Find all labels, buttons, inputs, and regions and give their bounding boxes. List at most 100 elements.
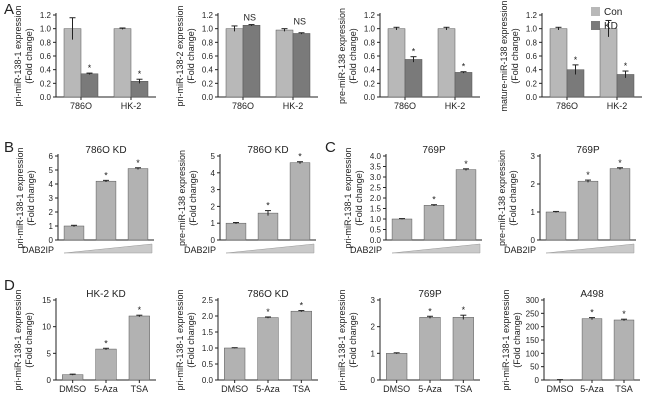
significance-star: * (266, 307, 270, 317)
y-label-line1: pri-miR-138-1 expression (13, 5, 23, 106)
y-label-line1: pri-miR-138-1 expression (501, 289, 511, 390)
significance-star: * (138, 69, 142, 79)
y-tick-label: 3.0 (370, 173, 382, 182)
bar (127, 168, 149, 241)
x-tick-label: 5-Aza (256, 384, 280, 394)
chart-title: 769P (422, 145, 446, 156)
bar-con (387, 28, 406, 98)
y-tick-label: 50 (530, 363, 539, 372)
y-tick-label: 6 (49, 152, 54, 161)
y-tick-label: 0.5 (202, 360, 214, 369)
y-label-line2: (Fold change) (348, 312, 358, 368)
legend-swatch-con (591, 7, 600, 16)
y-label-line2: (Fold change) (186, 312, 196, 368)
x-tick-label: 786O (70, 101, 92, 111)
y-tick-label: 0.2 (202, 79, 214, 88)
legend-swatch-kd (591, 21, 600, 30)
y-tick-label: 2.0 (202, 312, 214, 321)
y-tick-label: 0.2 (364, 79, 376, 88)
y-tick-label: 2.5 (370, 184, 382, 193)
bar-con (275, 29, 294, 98)
dose-gradient-wedge (391, 243, 481, 254)
significance-star: * (428, 306, 432, 316)
y-tick-label: 2.0 (370, 194, 382, 203)
y-tick-label: 3 (211, 186, 216, 195)
y-tick-label: 0 (371, 376, 376, 385)
y-axis-label: mature-miR-138 expression (Fold change) (499, 0, 520, 111)
bar (225, 222, 247, 241)
y-tick-label: 1 (211, 219, 216, 228)
significance-star: * (574, 55, 578, 65)
chart-b2: 786O KD 0 1 2 3 4 5 pre-miR-138 expression (Fold… (177, 145, 316, 255)
ns-label: NS (244, 13, 257, 23)
x-tick-label: HK-2 (607, 101, 628, 111)
y-tick-label: 0.0 (202, 93, 214, 102)
x-tick-label: 786O (556, 101, 578, 111)
y-tick-label: 0.4 (526, 66, 538, 75)
y-tick-label: 0.0 (364, 93, 376, 102)
y-tick-label: 5 (47, 349, 52, 358)
chart-title: 769P (576, 145, 600, 156)
bar-con (599, 28, 618, 98)
panel-labels: A B C D (4, 1, 336, 294)
y-tick-label: 0.4 (40, 66, 52, 75)
bar (128, 315, 150, 381)
bar-con (437, 28, 456, 98)
x-tick-label: DMSO (59, 384, 86, 394)
y-tick-label: 3.5 (370, 163, 382, 172)
significance-star: * (590, 308, 594, 318)
bar (386, 353, 408, 381)
y-label-line2: (Fold change) (24, 312, 34, 368)
bar (545, 211, 567, 241)
y-tick-label: 1 (371, 349, 376, 358)
chart-a2: 0.0 0.2 0.4 0.6 0.8 1.0 1.2 pri-miR-138-2 expre… (175, 5, 318, 111)
y-label-line1: pre-miR-138 expression (337, 8, 347, 104)
y-tick-label: 0.6 (364, 52, 376, 61)
y-tick-label: 0.6 (526, 52, 538, 61)
y-label-line1: pri-miR-138-1 expression (175, 289, 185, 390)
significance-star: * (136, 158, 140, 168)
y-tick-label: 1.5 (202, 328, 214, 337)
y-tick-label: 0.4 (364, 66, 376, 75)
y-tick-label: 1.0 (364, 25, 376, 34)
y-label-line1: pre-miR-138 expression (177, 150, 187, 246)
chart-d4: A498 0 50 100 150 200 250 300 pri-miR-138-1 expr… (501, 289, 640, 394)
chart-a3: 0.0 0.2 0.4 0.6 0.8 1.0 1.2 pre-miR-138 express… (337, 8, 480, 111)
chart-title: 786O KD (247, 289, 288, 300)
x-tick-label: 5-Aza (580, 384, 604, 394)
x-tick-label: TSA (615, 384, 633, 394)
gradient-label: DAB2IP (350, 245, 382, 255)
y-tick-label: 0.8 (40, 38, 52, 47)
y-label-line1: pre-miR-138 expression (497, 150, 507, 246)
y-tick-label: 0.4 (202, 66, 214, 75)
bar-kd (292, 33, 311, 98)
dose-gradient-wedge (545, 243, 635, 254)
y-tick-label: 0.8 (202, 38, 214, 47)
y-axis-label: pri-miR-138-1 expression (Fold change) (15, 147, 36, 248)
y-tick-label: 1.0 (40, 25, 52, 34)
bar-kd (404, 59, 423, 98)
y-axis-label: pri-miR-138-1 expression (Fold change) (501, 289, 522, 390)
y-tick-label: 1.0 (526, 25, 538, 34)
bar-kd (454, 72, 473, 98)
x-tick-label: DMSO (221, 384, 248, 394)
y-tick-label: 1.2 (526, 11, 538, 20)
gradient-label: DAB2IP (22, 245, 54, 255)
chart-a1: 0.0 0.2 0.4 0.6 0.8 1.0 1.2 pri-miR-138-1 expre… (13, 5, 156, 111)
bar (257, 212, 279, 241)
chart-title: A498 (580, 289, 604, 300)
bar (391, 218, 413, 241)
significance-star: * (88, 63, 92, 73)
bar (423, 205, 445, 241)
y-axis-label: pri-miR-138-1 expression (Fold change) (343, 147, 364, 248)
y-label-line2: (Fold change) (24, 28, 34, 84)
y-tick-label: 0.6 (40, 52, 52, 61)
significance-star: * (462, 62, 466, 72)
panel-label-c: C (325, 139, 336, 156)
x-tick-label: 5-Aza (418, 384, 442, 394)
charts: 0.0 0.2 0.4 0.6 0.8 1.0 1.2 pri-miR-138-1 expre… (13, 0, 642, 394)
y-tick-label: 1.5 (370, 205, 382, 214)
x-tick-label: HK-2 (283, 101, 304, 111)
y-tick-label: 0 (535, 376, 540, 385)
y-tick-label: 4 (211, 169, 216, 178)
